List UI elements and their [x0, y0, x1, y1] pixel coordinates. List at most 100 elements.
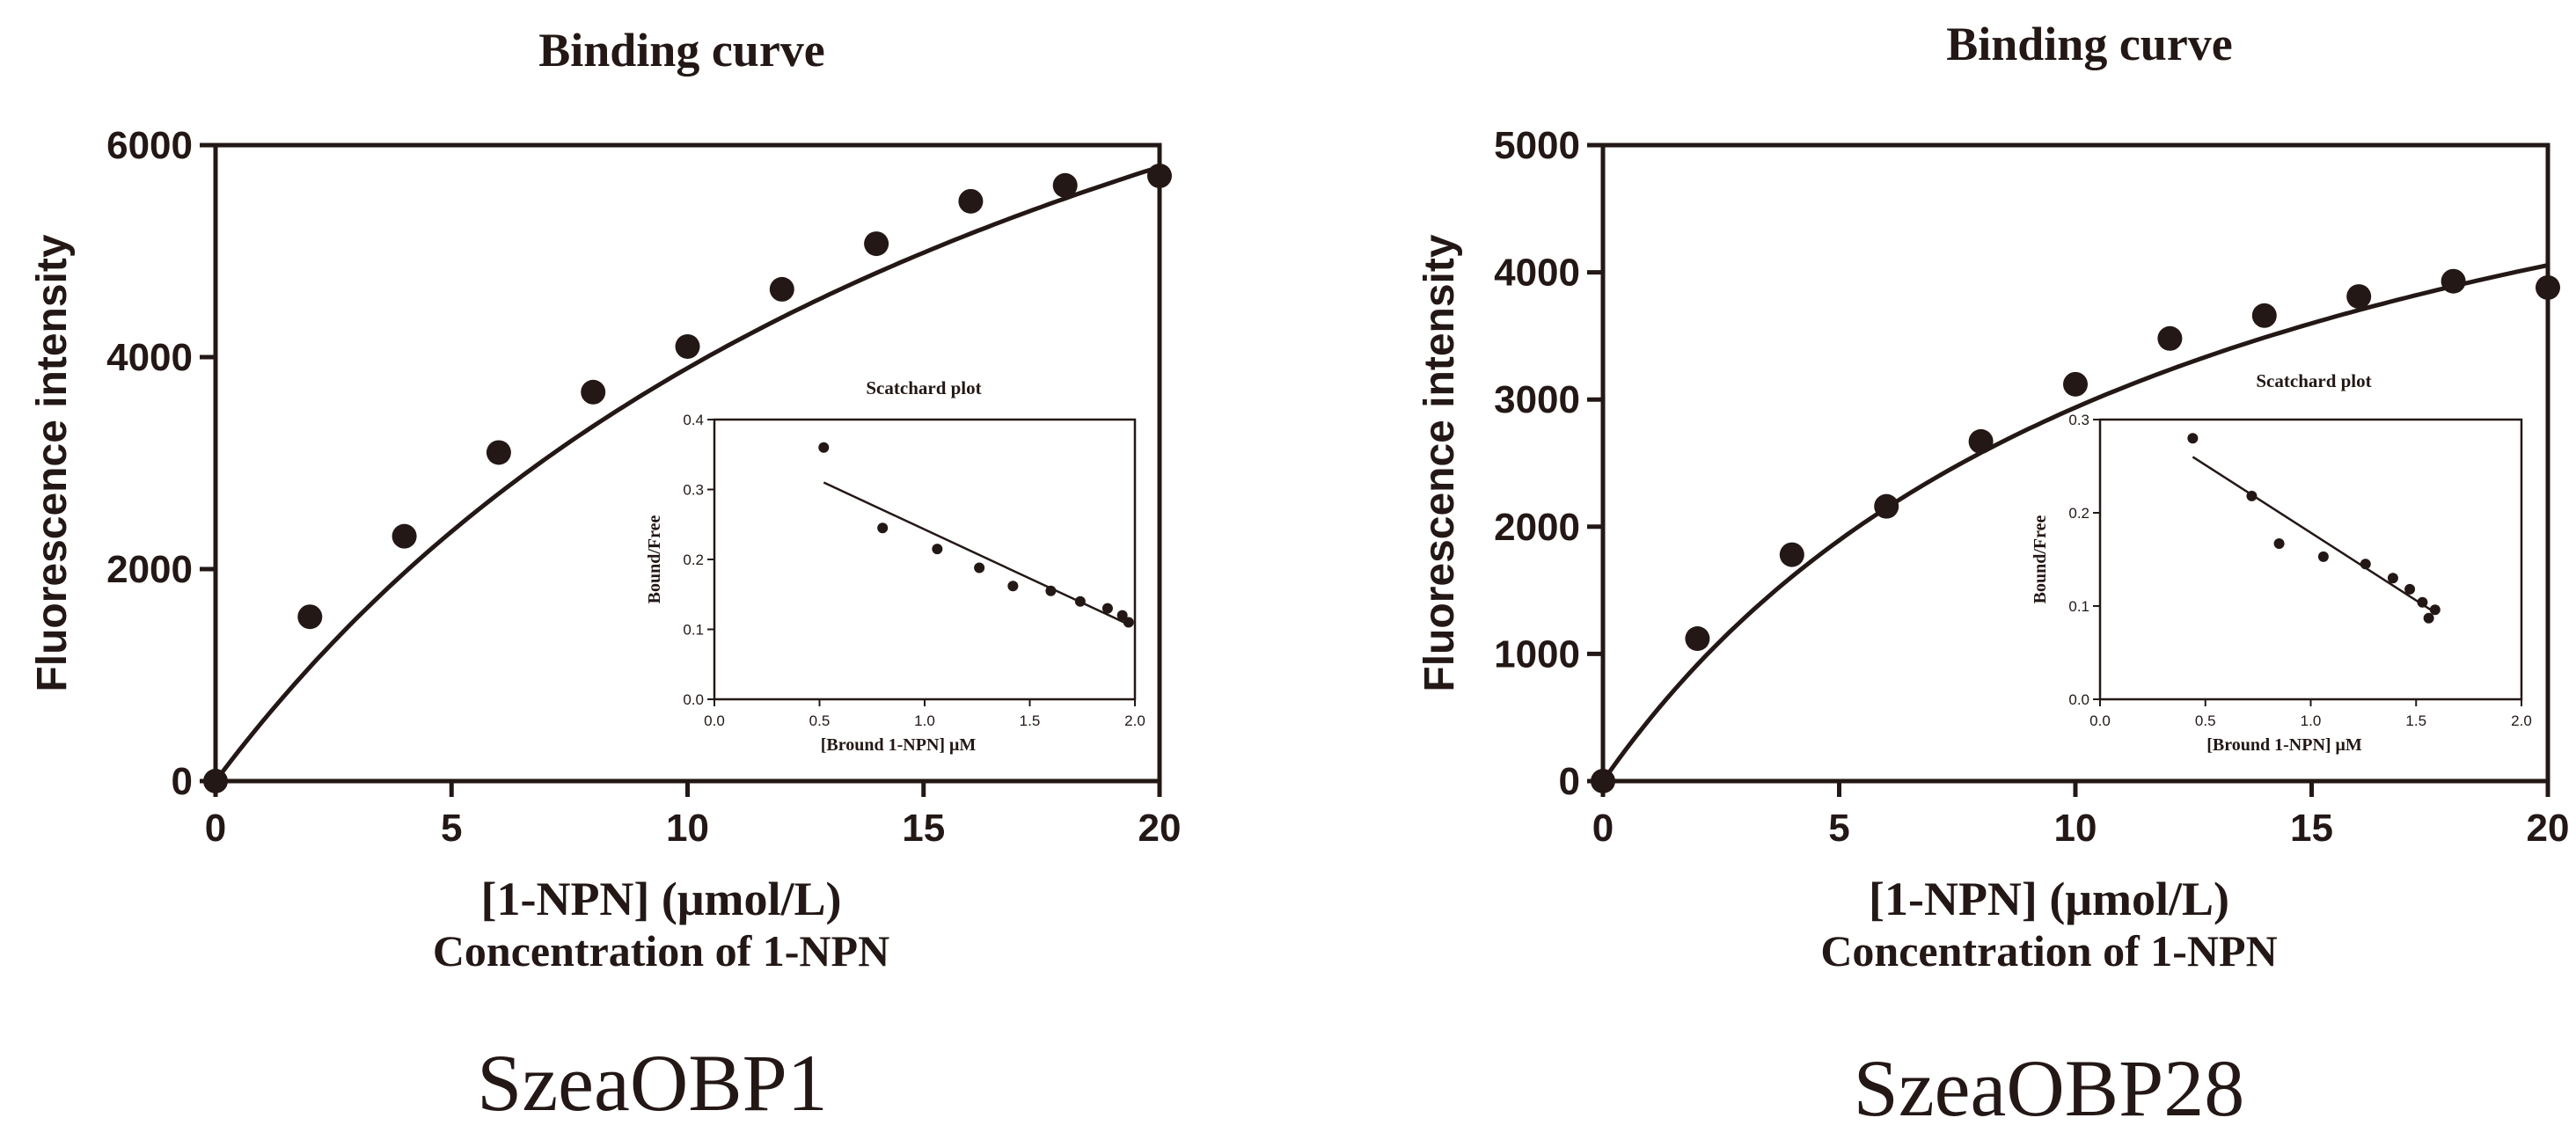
x-axis-label-secondary: Concentration of 1-NPN — [433, 926, 889, 975]
inset-data-point — [932, 544, 943, 555]
inset-x-tick-label: 0.5 — [809, 712, 831, 729]
inset-data-point — [2423, 612, 2434, 624]
inset-x-tick-label: 1.0 — [914, 712, 935, 729]
data-point — [392, 523, 417, 549]
inset-data-point — [1116, 610, 1128, 621]
x-tick-label: 10 — [2054, 807, 2097, 850]
inset-data-point — [1007, 581, 1019, 592]
y-tick-label: 6000 — [106, 124, 193, 167]
inset-x-tick-label: 2.0 — [2511, 712, 2532, 729]
inset-data-point — [2404, 583, 2416, 595]
x-axis-label: [1-NPN] (μmol/L) — [1869, 873, 2229, 925]
inset-y-tick-label: 0.4 — [683, 412, 704, 428]
data-point — [297, 604, 323, 630]
data-point — [958, 188, 984, 214]
chart-caption: SzeaOBP28 — [1854, 1043, 2245, 1133]
data-point — [675, 333, 700, 359]
inset-x-tick-label: 1.5 — [1020, 712, 1041, 729]
x-tick-label: 5 — [441, 807, 462, 850]
data-point — [1147, 163, 1172, 188]
chart-title: Binding curve — [1946, 18, 2233, 70]
inset-data-point — [818, 442, 830, 453]
x-tick-label: 5 — [1828, 807, 1849, 850]
data-point — [2251, 303, 2277, 328]
x-tick-label: 0 — [205, 807, 226, 850]
inset-data-point — [2387, 573, 2398, 584]
inset-y-tick-label: 0.3 — [683, 482, 704, 499]
inset-x-tick-label: 0.0 — [704, 712, 725, 729]
inset-y-axis-label: Bound/Free — [2031, 515, 2050, 604]
inset-frame — [2098, 418, 2523, 701]
inset-y-tick-label: 0.0 — [2068, 691, 2089, 708]
x-axis-label-secondary: Concentration of 1-NPN — [1820, 926, 2277, 975]
x-tick-label: 15 — [2290, 807, 2333, 850]
inset-y-tick-label: 0.1 — [683, 622, 704, 639]
inset-y-axis-label: Bound/Free — [645, 515, 664, 604]
y-tick-label: 2000 — [1494, 506, 1580, 549]
data-point — [2157, 325, 2183, 351]
x-axis-label: [1-NPN] (μmol/L) — [480, 873, 841, 925]
data-point — [2063, 371, 2088, 397]
chart-caption: SzeaOBP1 — [477, 1038, 828, 1128]
data-point — [1968, 428, 1994, 454]
y-tick-label: 4000 — [1494, 252, 1580, 295]
data-point — [1685, 626, 1710, 652]
data-point — [486, 440, 511, 465]
inset-x-tick-label: 1.0 — [2301, 712, 2322, 729]
fit-curve — [214, 164, 1160, 783]
data-point — [769, 276, 794, 302]
x-tick-label: 20 — [1138, 807, 1182, 850]
inset-title: Scatchard plot — [866, 377, 981, 398]
data-point — [2346, 284, 2372, 310]
chart-1: Binding curve 0 5 10 15 20 0 2000 4000 6000 [1-NPN… — [29, 24, 1181, 1128]
inset-y-tick-label: 0.0 — [683, 691, 704, 708]
x-tick-label: 0 — [1592, 807, 1614, 850]
inset-data-point — [2417, 596, 2428, 608]
x-tick-label: 20 — [2527, 807, 2570, 850]
data-point — [864, 231, 889, 257]
scatchard-inset: Scatchard plot 0.0 0.5 1.0 1.5 2.0 0.0 0.1 0.2 0.… — [645, 377, 1145, 755]
inset-regression-line — [2192, 456, 2436, 614]
y-tick-label: 5000 — [1494, 124, 1580, 167]
inset-x-tick-label: 2.0 — [1124, 712, 1145, 729]
inset-data-point — [2246, 490, 2258, 501]
data-point — [203, 769, 228, 793]
y-tick-label: 3000 — [1494, 378, 1580, 421]
scatchard-inset: Scatchard plot 0.0 0.5 1.0 1.5 2.0 0.0 0.1 0.2 0.… — [2031, 370, 2532, 755]
x-tick-label: 15 — [902, 807, 945, 850]
y-axis-label: Fluorescence intensity — [1416, 234, 1463, 691]
inset-data-point — [2429, 604, 2441, 616]
inset-data-point — [1074, 595, 1086, 607]
y-axis-label: Fluorescence intensity — [29, 234, 76, 691]
inset-x-tick-label: 0.5 — [2195, 712, 2216, 729]
inset-frame — [713, 418, 1137, 701]
inset-x-axis-label: [Bround 1-NPN] μM — [2206, 735, 2362, 755]
inset-data-point — [2360, 559, 2371, 570]
y-tick-label: 0 — [1559, 760, 1580, 803]
y-tick-label: 1000 — [1494, 632, 1580, 676]
inset-data-point — [877, 522, 889, 534]
chart-title: Binding curve — [538, 24, 825, 77]
inset-x-tick-label: 1.5 — [2405, 712, 2426, 729]
inset-data-point — [974, 562, 985, 574]
inset-data-point — [2187, 433, 2199, 444]
data-point — [1052, 172, 1078, 198]
inset-y-tick-label: 0.1 — [2068, 598, 2089, 615]
inset-y-tick-label: 0.3 — [2068, 412, 2089, 428]
inset-y-tick-label: 0.2 — [683, 552, 704, 568]
inset-data-point — [1101, 603, 1113, 614]
x-tick-label: 10 — [666, 807, 709, 850]
inset-x-axis-label: [Bround 1-NPN] μM — [821, 735, 977, 755]
fit-curve — [1600, 263, 2549, 783]
inset-y-tick-label: 0.2 — [2068, 505, 2089, 522]
inset-data-point — [1123, 617, 1134, 628]
chart-2: Binding curve 0 5 10 15 20 0 1000 2000 3000 4000 50… — [1416, 18, 2569, 1133]
inset-x-tick-label: 0.0 — [2089, 712, 2111, 729]
data-point — [2536, 274, 2560, 300]
y-tick-label: 0 — [172, 760, 193, 803]
data-point — [581, 379, 606, 405]
inset-data-point — [2317, 551, 2329, 562]
data-point — [1874, 493, 1899, 519]
